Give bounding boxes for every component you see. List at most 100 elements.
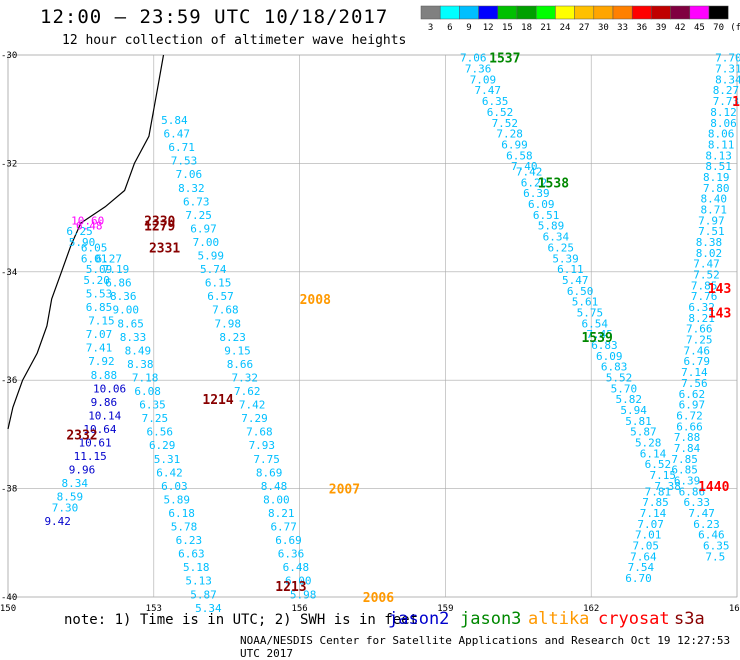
lon-tick-label: 150 xyxy=(0,604,16,614)
wave-height-value: 6.48 xyxy=(283,561,310,574)
lon-tick-label: 153 xyxy=(146,604,162,614)
wave-height-value: 7.80 xyxy=(703,182,730,195)
wave-height-value: 7.62 xyxy=(234,385,260,398)
wave-height-value: 5.13 xyxy=(185,575,212,588)
scale-label: 70 xyxy=(713,23,724,33)
wave-height-value: 9.86 xyxy=(91,396,118,409)
wave-height-value: 8.88 xyxy=(91,369,118,382)
wave-height-value: 7.07 xyxy=(86,328,113,341)
scale-swatch xyxy=(497,5,518,20)
wave-height-value: 8.69 xyxy=(256,466,282,479)
wave-height-value: 6.50 xyxy=(567,285,594,298)
wave-height-value: 6.63 xyxy=(178,548,205,561)
wave-height-value: 7.93 xyxy=(249,439,276,452)
wave-height-value: 5.52 xyxy=(606,371,633,384)
wave-height-value: 5.61 xyxy=(572,296,599,309)
map-grid xyxy=(7,54,738,598)
legend-altika: altika xyxy=(528,609,590,629)
wave-height-value: 8.66 xyxy=(227,358,254,371)
wave-height-value: 7.01 xyxy=(635,529,662,542)
legend-cryosat: cryosat xyxy=(598,609,670,629)
track-id-label: 2006 xyxy=(363,591,394,606)
wave-height-value: 5.87 xyxy=(630,426,657,439)
wave-height-value: 7.42 xyxy=(516,166,543,179)
track-id-label: 2008 xyxy=(300,293,331,308)
wave-height-value: 6.00 xyxy=(285,575,312,588)
lon-tick-label: 165 xyxy=(729,604,740,614)
wave-height-value: 5.28 xyxy=(635,437,662,450)
wave-height-value: 7.14 xyxy=(640,507,667,520)
wave-height-value: 7.66 xyxy=(686,323,713,336)
wave-height-value: 6.09 xyxy=(596,350,623,363)
scale-swatch xyxy=(420,5,441,20)
wave-height-value: 6.58 xyxy=(506,149,533,162)
wave-height-value: 6.03 xyxy=(161,480,188,493)
wave-height-value: 5.82 xyxy=(616,393,643,406)
scale-swatch xyxy=(593,5,614,20)
wave-height-value: 6.15 xyxy=(205,277,232,290)
wave-height-value: 5.09 xyxy=(86,263,113,276)
wave-height-value: 6.39 xyxy=(674,474,701,487)
wave-height-value: 6.66 xyxy=(676,420,703,433)
wave-height-value: 5.74 xyxy=(200,263,227,276)
wave-height-value: 7.64 xyxy=(630,550,657,563)
wave-height-value: 10.14 xyxy=(88,409,121,422)
scale-swatch xyxy=(478,5,499,20)
track-id-label: 1538 xyxy=(538,176,569,191)
wave-height-value: 5.89 xyxy=(538,220,565,233)
map-subtitle: 12 hour collection of altimeter wave hei… xyxy=(62,33,407,48)
scale-swatch xyxy=(516,5,537,20)
wave-height-value: 7.45 xyxy=(586,328,613,341)
wave-height-value: 6.83 xyxy=(591,339,618,352)
wave-height-value: 8.02 xyxy=(696,247,723,260)
wave-height-value: 8.00 xyxy=(263,493,290,506)
wave-height-value: 6.54 xyxy=(581,317,608,330)
wave-height-value: 8.12 xyxy=(710,106,737,119)
wave-height-value: 7.47 xyxy=(688,507,715,520)
wave-height-value: 8.11 xyxy=(708,138,735,151)
wave-height-value: 6.48 xyxy=(76,220,103,233)
scale-label: 42 xyxy=(675,23,686,33)
wave-height-value: 6.86 xyxy=(679,485,706,498)
legend-s3a: s3a xyxy=(674,609,705,629)
wave-height-value: 6.52 xyxy=(487,106,513,119)
track-id-label: 2007 xyxy=(329,483,360,498)
wave-height-value: 6.34 xyxy=(543,231,570,244)
wave-height-value: 6.46 xyxy=(698,529,725,542)
wave-height-value: 6.01 xyxy=(81,252,108,265)
track-id-label: 143 xyxy=(708,282,731,297)
track-id-label: 143 xyxy=(708,306,731,321)
wave-height-value: 8.38 xyxy=(696,236,723,249)
lat-tick-label: -32 xyxy=(1,159,17,169)
track-id-label: 2330 xyxy=(144,214,175,229)
legend-jason3: jason3 xyxy=(460,609,522,629)
wave-height-value: 7.73 xyxy=(713,95,740,108)
scale-label: 9 xyxy=(466,23,471,33)
wave-height-value: 7.28 xyxy=(496,128,523,141)
scale-swatch xyxy=(459,5,479,20)
wave-height-value: 7.19 xyxy=(103,263,129,276)
footer-note: note: 1) Time is in UTC; 2) SWH is in fe… xyxy=(64,612,419,628)
wave-height-value: 6.62 xyxy=(679,388,706,401)
legend-jason2: jason2 xyxy=(388,609,450,629)
wave-height-value: 7.25 xyxy=(686,334,713,347)
scale-swatch xyxy=(651,5,671,20)
wave-height-value: 5.78 xyxy=(171,521,198,534)
wave-height-value: 6.08 xyxy=(134,385,161,398)
wave-height-value: 6.52 xyxy=(645,458,672,471)
wave-height-value: 6.23 xyxy=(693,518,720,531)
wave-height-value: 7.42 xyxy=(239,399,266,412)
wave-height-value: 6.14 xyxy=(640,447,667,460)
scale-label: 33 xyxy=(617,23,628,33)
wave-height-value: 6.32 xyxy=(688,301,715,314)
wave-height-value: 6.77 xyxy=(270,521,297,534)
wave-height-value: 10.06 xyxy=(93,382,126,395)
wave-height-value: 7.85 xyxy=(691,279,718,292)
wave-height-value: 7.30 xyxy=(52,502,79,515)
scale-label: 24 xyxy=(560,23,571,33)
wave-height-value: 6.72 xyxy=(676,409,703,422)
lon-tick-label: 159 xyxy=(437,604,453,614)
wave-height-value: 7.85 xyxy=(671,453,698,466)
wave-height-value: 7.25 xyxy=(142,412,169,425)
